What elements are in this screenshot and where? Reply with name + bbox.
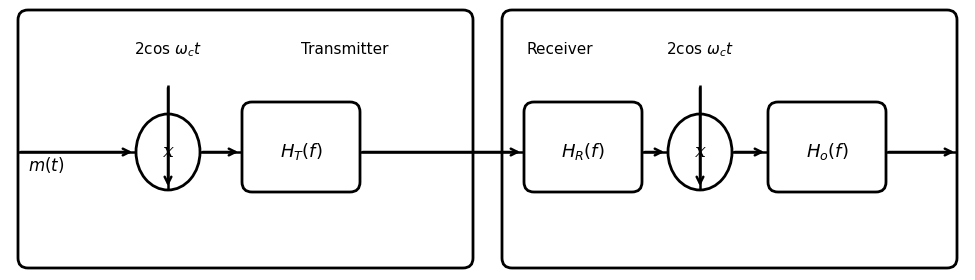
Text: $2\cos\,\omega_c t$: $2\cos\,\omega_c t$ <box>135 41 202 59</box>
Text: x: x <box>694 143 706 161</box>
FancyBboxPatch shape <box>768 102 886 192</box>
FancyBboxPatch shape <box>18 10 473 268</box>
Text: $2\cos\,\omega_c t$: $2\cos\,\omega_c t$ <box>666 41 734 59</box>
FancyBboxPatch shape <box>502 10 957 268</box>
Text: $H_T(f)$: $H_T(f)$ <box>280 141 323 162</box>
Text: Receiver: Receiver <box>526 43 594 57</box>
Text: $H_o(f)$: $H_o(f)$ <box>805 141 848 162</box>
Ellipse shape <box>668 114 732 190</box>
FancyBboxPatch shape <box>242 102 360 192</box>
FancyBboxPatch shape <box>524 102 642 192</box>
Text: $H_R(f)$: $H_R(f)$ <box>562 141 604 162</box>
Text: x: x <box>163 143 174 161</box>
Text: $m(t)$: $m(t)$ <box>28 155 64 175</box>
Text: Transmitter: Transmitter <box>301 43 389 57</box>
Ellipse shape <box>136 114 200 190</box>
